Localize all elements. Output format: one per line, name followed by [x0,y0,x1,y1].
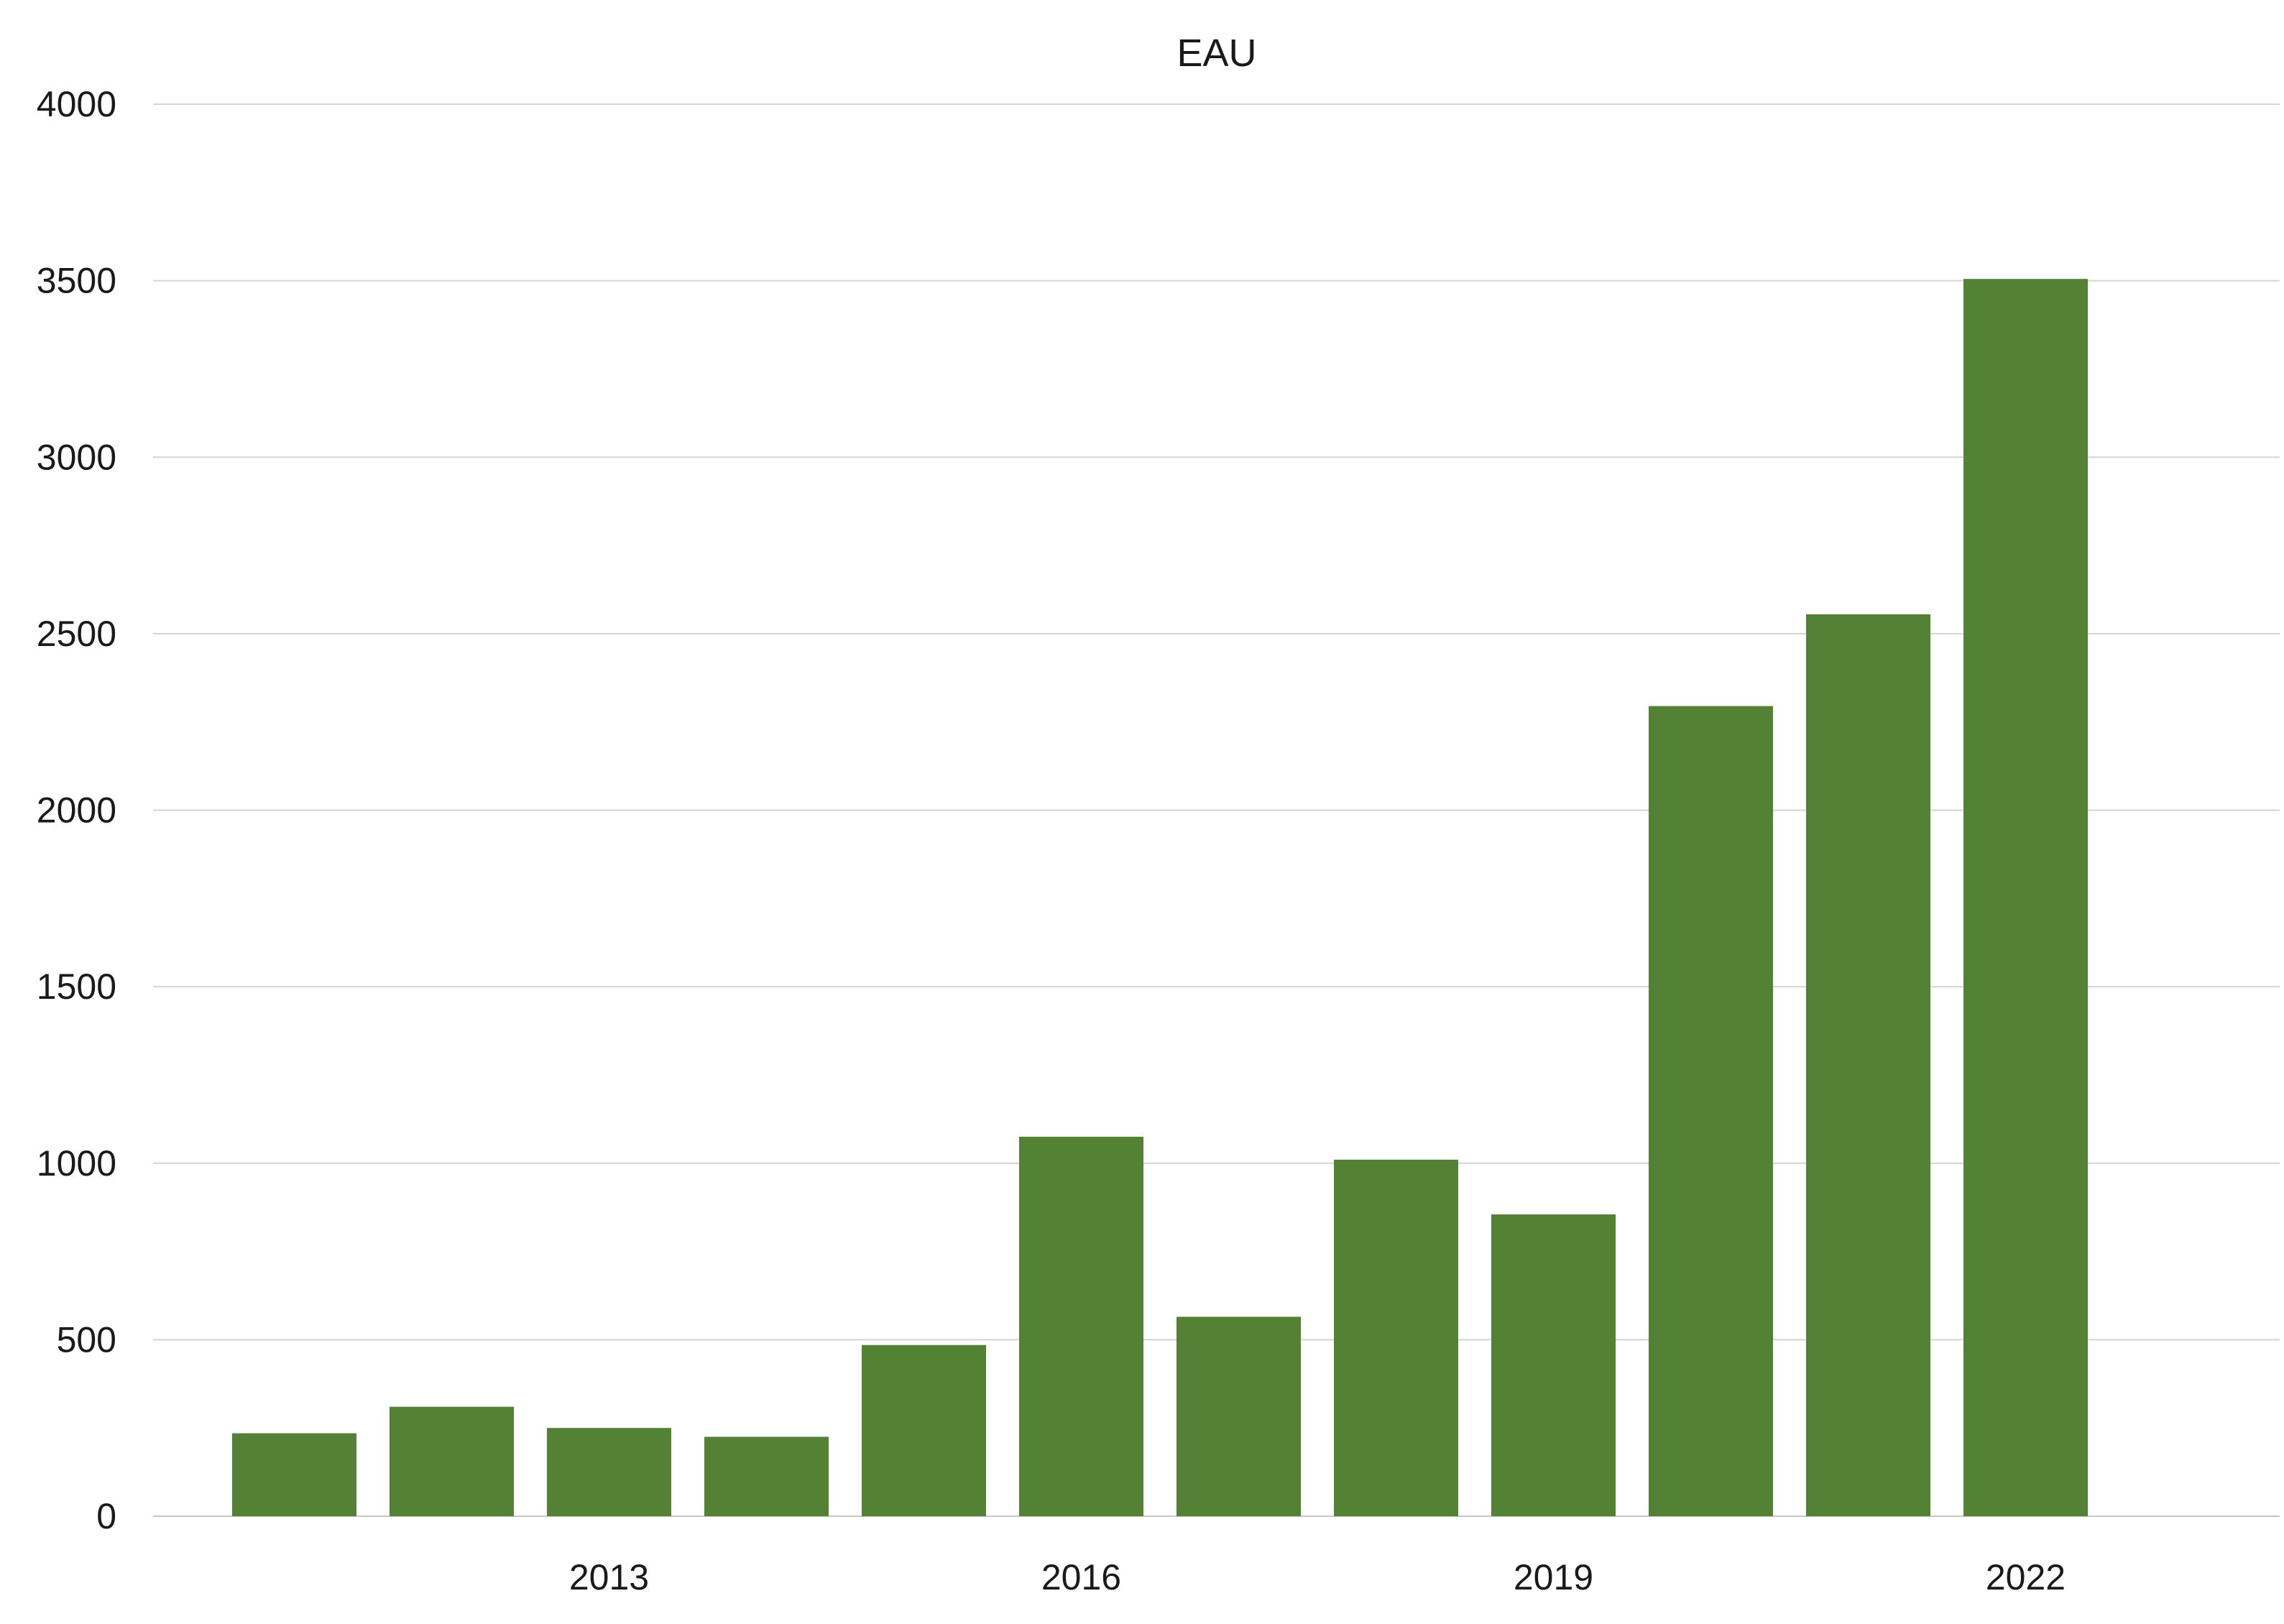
gridlines [153,103,2280,1517]
bars [232,279,2088,1517]
bar-2013 [547,1428,671,1516]
x-tick-label: 2016 [1041,1557,1121,1597]
y-tick-label: 1500 [37,966,116,1007]
bar-2015 [862,1344,986,1516]
chart-title: EAU [1176,32,1256,75]
x-axis-ticks: 2013 2016 2019 2022 [569,1557,2066,1597]
x-tick-label: 2019 [1514,1557,1593,1597]
bar-2019 [1491,1214,1616,1516]
bar-2011 [232,1433,356,1516]
bar-2012 [390,1406,514,1516]
y-tick-label: 500 [57,1319,116,1360]
x-tick-label: 2022 [1986,1557,2066,1597]
y-tick-label: 0 [96,1496,116,1536]
bar-2018 [1334,1159,1458,1516]
y-tick-label: 2000 [37,790,116,831]
bar-2016 [1019,1136,1143,1516]
bar-2022 [1963,279,2088,1517]
bar-2020 [1649,706,1773,1516]
y-tick-label: 4000 [37,84,116,124]
bar-2021 [1806,614,1930,1517]
y-tick-label: 3500 [37,261,116,301]
y-tick-label: 2500 [37,614,116,654]
bar-2014 [704,1436,829,1516]
x-tick-label: 2013 [569,1557,649,1597]
y-axis-ticks: 0 500 1000 1500 2000 2500 3000 3500 4000 [37,84,116,1536]
y-tick-label: 1000 [37,1143,116,1184]
bar-2017 [1176,1316,1301,1516]
y-tick-label: 3000 [37,437,116,477]
